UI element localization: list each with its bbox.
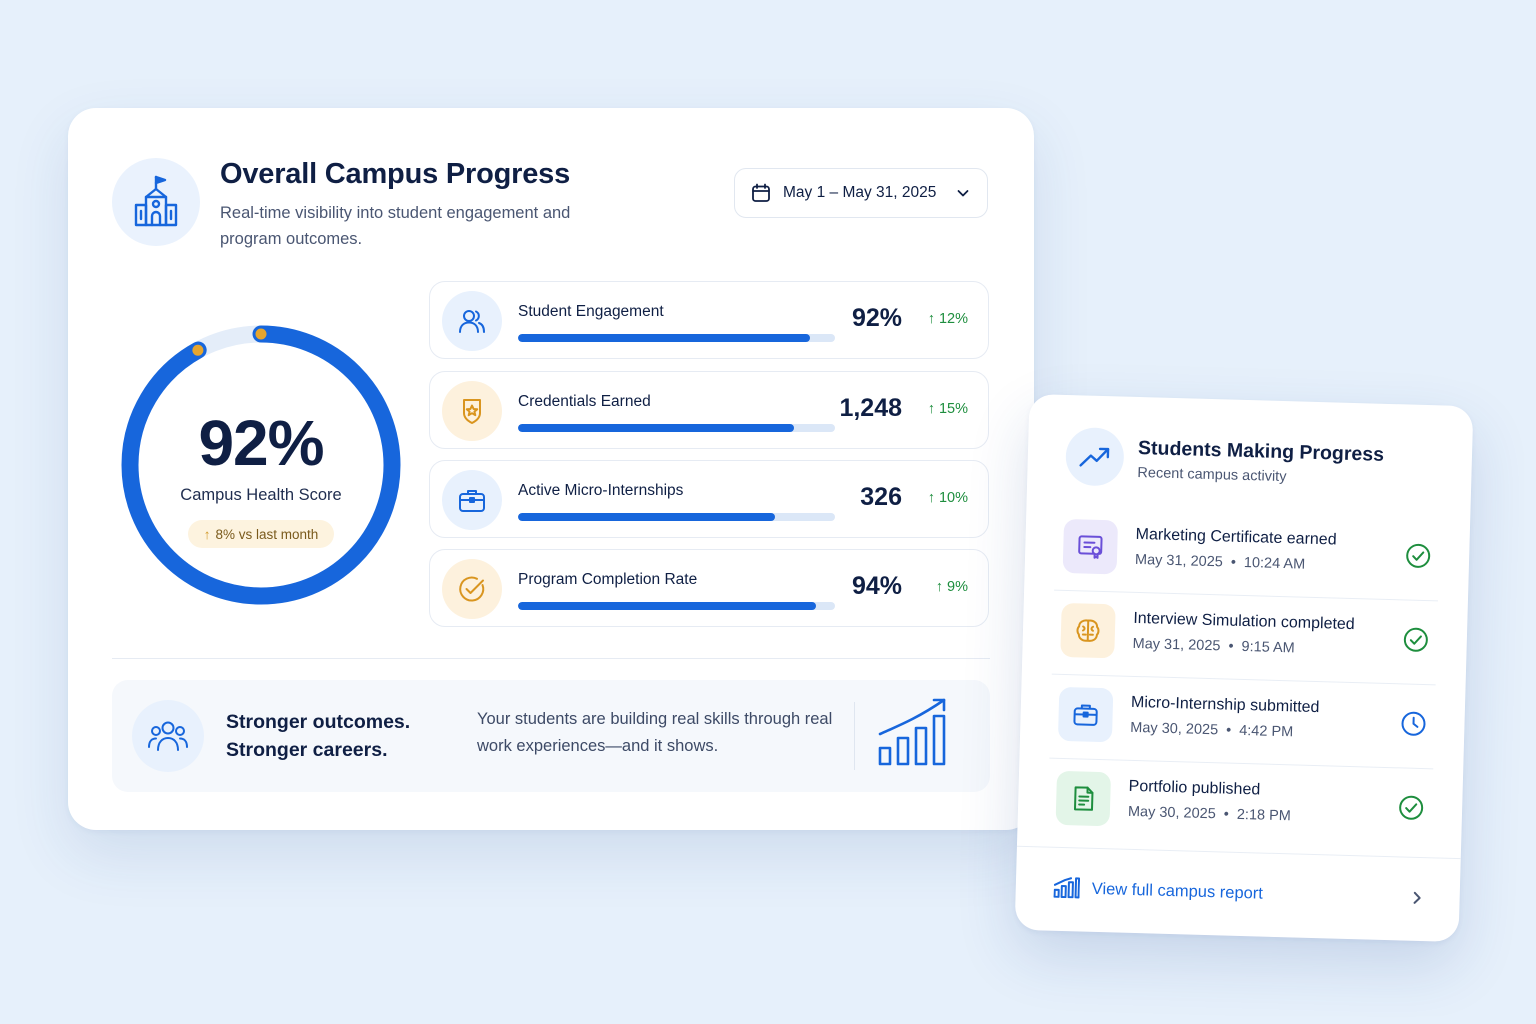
date-range-label: May 1 – May 31, 2025: [783, 184, 937, 201]
trend-up-icon: [1065, 426, 1125, 487]
arrow-up-icon: ↑: [927, 311, 939, 327]
metric-value: 94%: [851, 572, 902, 600]
metric-delta: ↑ 15%: [928, 401, 968, 417]
metric-delta-text: 9%: [947, 579, 968, 595]
activity-meta: May 30, 2025 • 2:18 PM: [1127, 803, 1292, 825]
bar-chart-icon: [1053, 876, 1081, 899]
check-circle-icon: [1398, 794, 1425, 821]
arrow-up-icon: ↑: [935, 579, 948, 595]
view-report-link[interactable]: View full campus report: [1014, 845, 1461, 943]
gauge-marker-end: [192, 344, 204, 356]
gauge-label: Campus Health Score: [180, 486, 342, 504]
activity-title: Students Making Progress: [1137, 436, 1385, 466]
briefcase-icon: [442, 470, 502, 530]
briefcase-icon: [1057, 686, 1114, 743]
gauge-value: 92%: [198, 407, 324, 479]
gauge-delta-text: 8% vs last month: [215, 526, 319, 542]
activity-name: Interview Simulation completed: [1133, 609, 1355, 634]
gauge-delta-badge: ↑ 8% vs last month: [188, 520, 334, 548]
outcomes-banner: Stronger outcomes. Stronger careers. You…: [112, 680, 990, 792]
activity-name: Portfolio published: [1128, 777, 1261, 799]
banner-heading-line-2: Stronger careers.: [226, 739, 388, 761]
metric-progress-track: [518, 602, 835, 610]
banner-text: Your students are building real skills t…: [477, 710, 833, 755]
arrow-up-icon: ↑: [927, 490, 939, 506]
metric-label: Credentials Earned: [518, 393, 651, 410]
certificate-icon: [1062, 518, 1119, 575]
chevron-down-icon: [955, 185, 971, 201]
metric-progress-track: [518, 513, 835, 521]
metric-credentials-earned[interactable]: Credentials Earned 1,248 ↑ 15%: [429, 371, 989, 449]
metric-active-micro-internships[interactable]: Active Micro-Internships 326 ↑ 10%: [429, 460, 989, 538]
metric-program-completion-rate[interactable]: Program Completion Rate 94% ↑ 9%: [429, 549, 989, 627]
page-subtitle: Real-time visibility into student engage…: [220, 204, 571, 248]
divider: [112, 658, 990, 659]
activity-item[interactable]: Micro-Internship submitted May 30, 2025 •…: [1049, 674, 1436, 770]
arrow-up-icon: ↑: [927, 401, 939, 417]
students-progress-card: Students Making Progress Recent campus a…: [1014, 393, 1474, 943]
activity-item[interactable]: Marketing Certificate earned May 31, 202…: [1054, 506, 1441, 602]
activity-subtitle: Recent campus activity: [1137, 464, 1287, 486]
metric-value: 1,248: [839, 394, 902, 422]
activity-date: May 30, 2025: [1127, 803, 1217, 823]
activity-time: 10:24 AM: [1243, 554, 1306, 573]
gauge-marker-start: [255, 328, 267, 340]
group-icon: [132, 700, 204, 772]
metric-label: Program Completion Rate: [518, 571, 698, 588]
metric-student-engagement[interactable]: Student Engagement 92% ↑ 12%: [429, 281, 989, 359]
campus-progress-card: Overall Campus Progress Real-time visibi…: [68, 108, 1034, 830]
activity-name: Marketing Certificate earned: [1135, 525, 1337, 549]
banner-heading: Stronger outcomes. Stronger careers.: [226, 708, 446, 764]
metric-progress-fill: [518, 334, 810, 342]
banner-heading-line-1: Stronger outcomes.: [226, 711, 411, 733]
activity-time: 2:18 PM: [1236, 806, 1292, 825]
activity-time: 9:15 AM: [1241, 638, 1295, 657]
brain-icon: [1060, 602, 1116, 659]
document-icon: [1055, 770, 1112, 827]
activity-time: 4:42 PM: [1238, 722, 1294, 741]
date-range-picker[interactable]: May 1 – May 31, 2025: [734, 168, 988, 218]
metric-label: Active Micro-Internships: [518, 482, 684, 499]
activity-name: Micro-Internship submitted: [1130, 693, 1320, 717]
view-report-label: View full campus report: [1091, 879, 1264, 903]
metric-progress-track: [518, 424, 835, 432]
metric-progress-fill: [518, 513, 775, 521]
check-circle-icon: [442, 559, 502, 619]
activity-date: May 31, 2025: [1134, 551, 1224, 571]
activity-meta: May 30, 2025 • 4:42 PM: [1130, 719, 1294, 741]
check-circle-icon: [1405, 542, 1432, 569]
metric-delta-text: 10%: [938, 490, 968, 506]
campus-health-gauge: 92% Campus Health Score ↑ 8% vs last mon…: [116, 320, 406, 610]
activity-meta: May 31, 2025 • 9:15 AM: [1132, 635, 1295, 657]
calendar-icon: [751, 183, 771, 203]
metric-delta: ↑ 10%: [928, 490, 968, 506]
banner-divider: [854, 702, 855, 770]
metric-progress-fill: [518, 602, 816, 610]
activity-item[interactable]: Interview Simulation completed May 31, 2…: [1051, 590, 1438, 686]
check-circle-icon: [1402, 626, 1429, 653]
metric-delta-text: 12%: [938, 311, 968, 327]
metric-progress-fill: [518, 424, 794, 432]
metric-label: Student Engagement: [518, 303, 664, 320]
activity-item[interactable]: Portfolio published May 30, 2025 • 2:18 PM: [1047, 759, 1433, 854]
metric-value: 326: [860, 483, 902, 511]
chevron-right-icon: [1409, 890, 1423, 906]
school-icon: [112, 158, 200, 246]
arrow-up-icon: ↑: [203, 526, 211, 542]
metric-delta: ↑ 12%: [928, 311, 968, 327]
activity-date: May 31, 2025: [1132, 635, 1221, 655]
clock-icon: [1400, 710, 1427, 737]
metric-progress-track: [518, 334, 835, 342]
metric-delta-text: 15%: [938, 401, 968, 417]
page-title: Overall Campus Progress: [220, 158, 570, 190]
award-icon: [442, 381, 502, 441]
metric-delta: ↑ 9%: [936, 579, 968, 595]
activity-meta: May 31, 2025 • 10:24 AM: [1134, 551, 1306, 573]
users-icon: [442, 291, 502, 351]
growth-chart-icon: [876, 696, 952, 773]
metric-value: 92%: [851, 304, 902, 332]
activity-date: May 30, 2025: [1130, 719, 1219, 739]
